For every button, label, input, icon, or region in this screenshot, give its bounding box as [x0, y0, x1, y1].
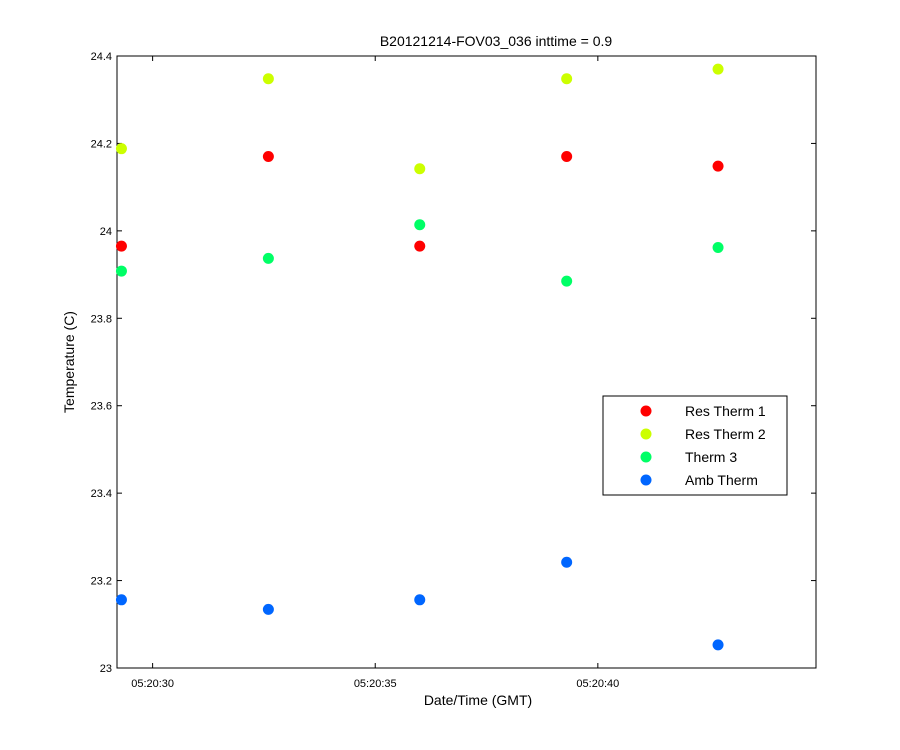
- legend-label-res-therm-1: Res Therm 1: [685, 403, 766, 419]
- x-tick-label: 05:20:40: [576, 678, 619, 690]
- legend-label-res-therm-2: Res Therm 2: [685, 426, 766, 442]
- point-res-therm-2: [262, 73, 274, 85]
- y-tick-label: 24.4: [91, 51, 112, 63]
- point-res-therm-1: [561, 151, 573, 163]
- y-tick-label: 23.2: [91, 576, 112, 588]
- point-res-therm-1: [115, 240, 127, 252]
- point-res-therm-1: [414, 240, 426, 252]
- point-res-therm-1: [262, 151, 274, 163]
- y-tick-label: 23.8: [91, 313, 112, 325]
- point-therm-3: [414, 219, 426, 231]
- axis-ticks: 23 23.2 23.4 23.6 23.8 24 24.2 24.4 05:20:30 05:2…: [91, 51, 816, 690]
- x-tick-label: 05:20:30: [131, 678, 174, 690]
- point-therm-3: [712, 241, 724, 253]
- y-tick-label: 23.4: [91, 488, 112, 500]
- y-tick-label: 23: [100, 663, 112, 675]
- y-axis-label: Temperature (C): [61, 311, 77, 413]
- x-axis-label: Date/Time (GMT): [424, 692, 532, 708]
- point-amb-therm: [712, 639, 724, 651]
- point-res-therm-2: [712, 63, 724, 75]
- point-therm-3: [115, 265, 127, 277]
- data-points: [115, 63, 724, 651]
- point-amb-therm: [414, 594, 426, 606]
- legend-label-amb-therm: Amb Therm: [685, 472, 758, 488]
- legend-label-therm-3: Therm 3: [685, 449, 737, 465]
- point-amb-therm: [262, 603, 274, 615]
- y-tick-label: 23.6: [91, 401, 112, 413]
- legend-marker-amb-therm: [640, 474, 652, 486]
- legend: Res Therm 1 Res Therm 2 Therm 3 Amb Ther…: [602, 395, 788, 496]
- point-res-therm-2: [561, 73, 573, 85]
- point-amb-therm: [561, 556, 573, 568]
- legend-marker-res-therm-2: [640, 428, 652, 440]
- point-therm-3: [561, 275, 573, 287]
- legend-marker-res-therm-1: [640, 405, 652, 417]
- point-res-therm-1: [712, 160, 724, 172]
- y-tick-label: 24: [100, 226, 112, 238]
- point-res-therm-2: [115, 143, 127, 155]
- point-amb-therm: [115, 594, 127, 606]
- x-tick-label: 05:20:35: [354, 678, 397, 690]
- legend-box: [602, 395, 788, 496]
- plot-area: [116, 55, 817, 669]
- point-therm-3: [262, 252, 274, 264]
- legend-marker-therm-3: [640, 451, 652, 463]
- point-res-therm-2: [414, 163, 426, 175]
- chart-title: B20121214-FOV03_036 inttime = 0.9: [380, 33, 613, 49]
- y-tick-label: 24.2: [91, 138, 112, 150]
